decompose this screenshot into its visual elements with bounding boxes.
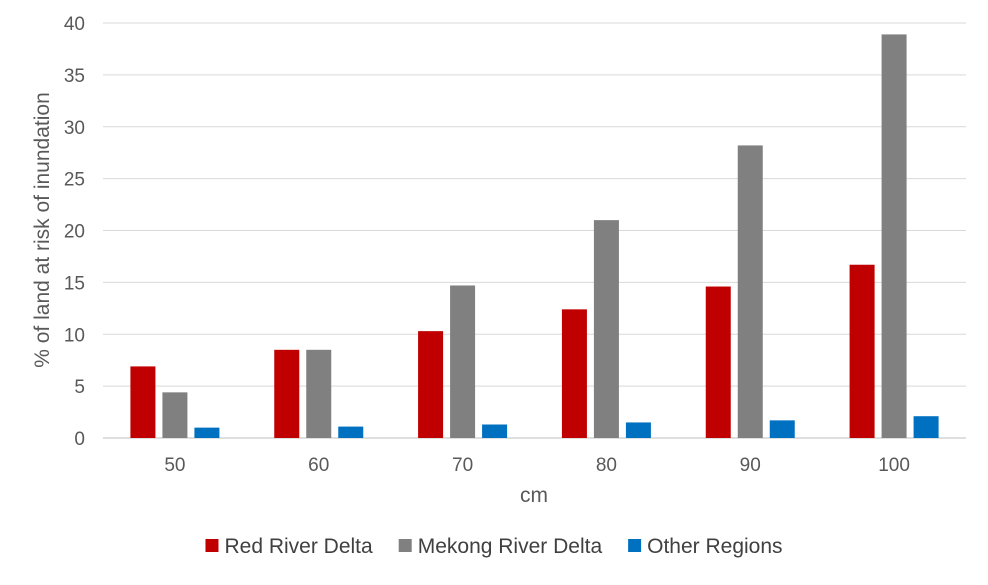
bar-red-river-delta-60 (274, 349, 300, 438)
legend: Red River Delta Mekong River Delta Other R… (205, 535, 783, 558)
legend-label: Red River Delta (224, 535, 373, 558)
y-tick-label: 40 (64, 14, 85, 35)
y-tick-label: 20 (64, 222, 85, 243)
bar-red-river-delta-50 (130, 366, 156, 438)
y-axis-ticks: 0 5 10 15 20 25 30 35 40 (64, 14, 85, 450)
bar-red-river-delta-100 (849, 264, 875, 438)
bars (130, 34, 939, 439)
x-axis-ticks: 50 60 70 80 90 100 (164, 455, 910, 476)
legend-swatch (628, 539, 642, 552)
bar-mekong-river-delta-60 (306, 349, 332, 438)
gridlines (103, 22, 966, 439)
x-tick-label: 70 (452, 455, 473, 476)
legend-label: Other Regions (647, 535, 782, 558)
legend-item: Mekong River Delta (398, 535, 603, 558)
bar-other-regions-70 (482, 424, 508, 438)
x-tick-label: 90 (740, 455, 761, 476)
y-tick-label: 30 (64, 118, 85, 139)
legend-label: Mekong River Delta (418, 535, 603, 558)
y-tick-label: 5 (74, 377, 85, 398)
bar-other-regions-100 (913, 416, 939, 438)
bar-mekong-river-delta-50 (162, 392, 188, 438)
x-tick-label: 50 (164, 455, 185, 476)
y-tick-label: 15 (64, 273, 85, 294)
legend-swatch (205, 539, 219, 552)
y-tick-label: 10 (64, 325, 85, 346)
x-axis-title: cm (520, 484, 548, 507)
bar-mekong-river-delta-90 (737, 145, 763, 439)
bar-other-regions-60 (338, 426, 364, 438)
bar-mekong-river-delta-70 (450, 285, 476, 438)
x-tick-label: 80 (596, 455, 617, 476)
bar-red-river-delta-70 (418, 331, 444, 438)
bar-red-river-delta-80 (561, 309, 587, 438)
legend-item: Red River Delta (205, 535, 373, 558)
y-tick-label: 35 (64, 66, 85, 87)
bar-other-regions-80 (625, 422, 651, 438)
x-tick-label: 100 (878, 455, 910, 476)
x-tick-label: 60 (308, 455, 329, 476)
bar-other-regions-90 (769, 420, 795, 438)
legend-item: Other Regions (628, 535, 783, 558)
bar-mekong-river-delta-100 (881, 34, 907, 438)
bar-other-regions-50 (194, 427, 220, 438)
y-axis-title: % of land at risk of inundation (31, 92, 54, 368)
bar-mekong-river-delta-80 (593, 220, 619, 438)
y-tick-label: 25 (64, 170, 85, 191)
y-tick-label: 0 (74, 429, 85, 450)
legend-swatch (398, 539, 412, 552)
bar-red-river-delta-90 (705, 286, 731, 438)
